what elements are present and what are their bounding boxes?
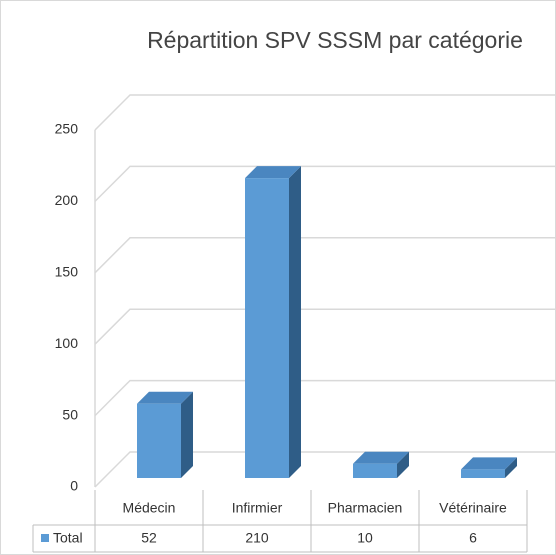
table-value: 6 bbox=[469, 530, 477, 546]
y-tick-label: 100 bbox=[55, 335, 79, 351]
y-tick-label: 150 bbox=[55, 264, 79, 280]
bar-front bbox=[461, 469, 505, 478]
table-value: 210 bbox=[245, 530, 269, 546]
bar bbox=[245, 166, 301, 478]
x-tick-label: Vétérinaire bbox=[439, 500, 507, 516]
y-tick-label: 200 bbox=[55, 192, 79, 208]
bar-front bbox=[137, 403, 181, 478]
grid-line bbox=[94, 451, 556, 488]
bars bbox=[137, 166, 517, 478]
x-tick-label: Pharmacien bbox=[328, 500, 403, 516]
bar bbox=[137, 391, 193, 478]
legend-label: Total bbox=[53, 530, 83, 546]
x-tick-label: Médecin bbox=[123, 500, 176, 516]
y-tick-label: 250 bbox=[55, 121, 79, 137]
bar-front bbox=[353, 463, 397, 478]
grid-line bbox=[94, 308, 556, 345]
legend-swatch bbox=[41, 534, 49, 542]
grid-line bbox=[94, 379, 556, 417]
grid: 0 50 100 150 200 250 bbox=[55, 94, 556, 494]
y-tick-label: 50 bbox=[62, 406, 78, 422]
grid-line bbox=[94, 237, 556, 274]
bar-side bbox=[397, 451, 409, 478]
grid-line bbox=[94, 165, 556, 202]
bar-top bbox=[353, 451, 409, 464]
bar-side bbox=[181, 391, 193, 478]
y-tick-label: 0 bbox=[70, 478, 78, 494]
bar-front bbox=[245, 178, 289, 478]
bar bbox=[461, 457, 517, 478]
bar-side bbox=[289, 166, 301, 478]
grid-line bbox=[94, 94, 556, 131]
data-table: Total Médecin 52 Infirmier 210 Pharmacien 10 Vé… bbox=[32, 490, 528, 553]
x-tick-label: Infirmier bbox=[232, 500, 283, 516]
table-value: 52 bbox=[141, 530, 157, 546]
bar-side bbox=[505, 457, 517, 478]
chart-title: Répartition SPV SSSM par catégorie bbox=[147, 27, 523, 53]
bar-top bbox=[245, 166, 301, 179]
bar bbox=[353, 451, 409, 478]
bar-top bbox=[137, 391, 193, 404]
table-value: 10 bbox=[357, 530, 373, 546]
bar-top bbox=[461, 457, 517, 470]
